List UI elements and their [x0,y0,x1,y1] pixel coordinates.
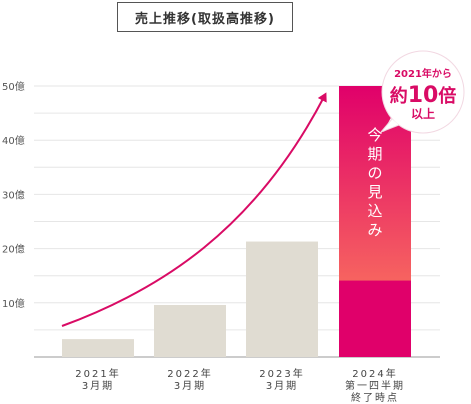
callout-bubble [381,50,465,134]
y-tick-label: 30億 [2,188,25,201]
bar [154,304,226,357]
bar-actual [339,280,411,357]
callout-tail [380,118,400,133]
y-tick-label: 40億 [2,134,25,147]
y-tick-label: 20億 [2,243,25,256]
callout-line-3: 以上 [411,106,435,121]
y-tick-label: 10億 [2,297,25,310]
callout-line-2: 約10倍 [390,83,457,108]
bar [246,241,318,357]
y-tick-label: 50億 [2,80,25,93]
x-tick-label: 2021年 3月期 [75,367,120,392]
growth-arrow [61,92,327,327]
x-tick-label: 2023年 3月期 [259,367,304,392]
projection-label: 今期の見込み [367,126,382,239]
x-tick-label: 2022年 3月期 [167,367,212,392]
callout-line-1: 2021年から [394,67,452,80]
bar [62,339,134,357]
x-tick-label: 2024年第一四半期終了時点 [345,367,405,404]
chart-title: 売上推移(取扱高推移) [117,2,293,32]
